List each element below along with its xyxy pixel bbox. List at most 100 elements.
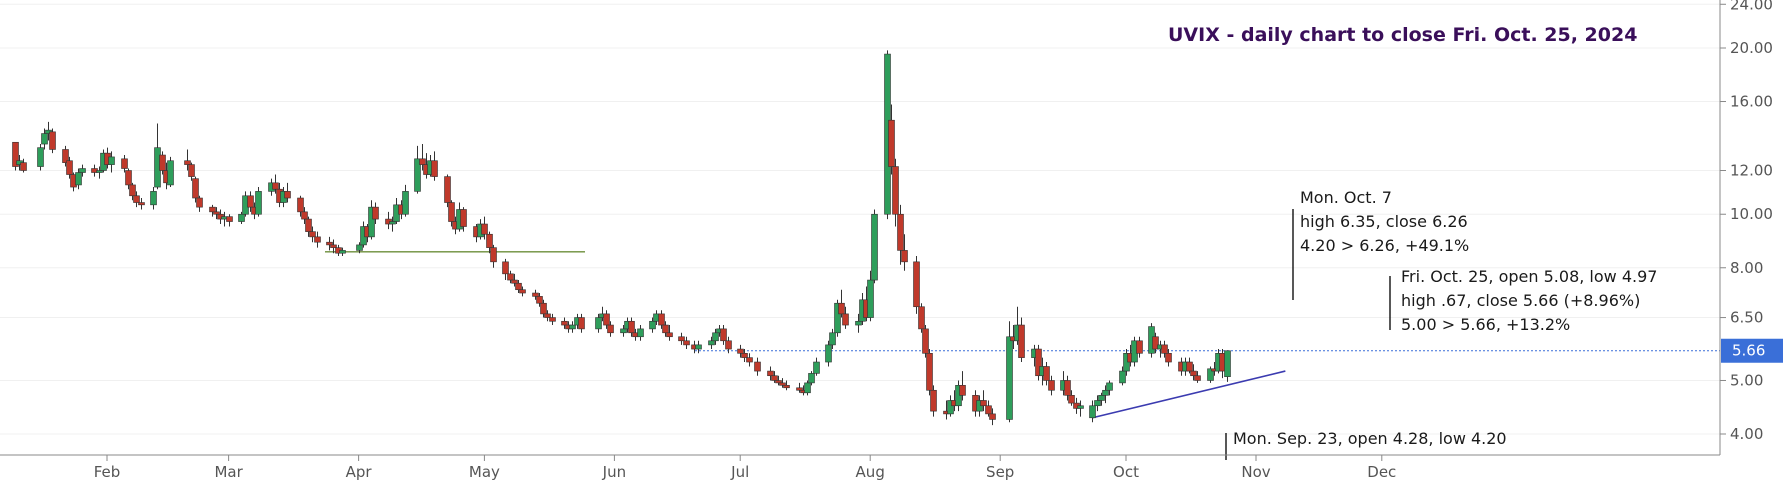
candle-body [1186, 361, 1193, 372]
candle-body [1224, 350, 1231, 377]
y-tick-label: 5.00 [1730, 371, 1763, 389]
candle [842, 306, 849, 329]
candle-body [1006, 336, 1013, 420]
candle-body [1190, 370, 1197, 377]
candle-body [813, 361, 820, 374]
candle-body [712, 332, 719, 342]
candle [330, 239, 337, 254]
x-tick-label: Oct [1113, 463, 1139, 481]
candle [129, 182, 136, 201]
candle [1190, 364, 1197, 381]
candle [62, 145, 69, 167]
candle [1224, 350, 1231, 382]
candle [1068, 390, 1075, 406]
candle [108, 151, 115, 173]
candle [1048, 375, 1055, 396]
candle-body [314, 236, 321, 243]
candle-body [578, 317, 585, 330]
candle [326, 236, 333, 251]
candle-body [12, 141, 19, 167]
candle [678, 332, 685, 345]
candle-body [448, 202, 455, 222]
x-tick-label: Dec [1367, 463, 1396, 481]
candle-body [897, 213, 904, 251]
candle-body [867, 279, 874, 318]
candle-body [1089, 405, 1096, 419]
candle-body [486, 233, 493, 248]
annotation-text: 5.00 > 5.66, +13.2% [1401, 315, 1570, 334]
candle-body [695, 344, 702, 350]
candle [431, 151, 438, 181]
candle-body [507, 273, 514, 281]
candle-body [829, 332, 836, 346]
candle [515, 280, 522, 294]
candle [41, 128, 48, 150]
trend-line [1092, 370, 1286, 419]
candle [829, 328, 836, 350]
candle-body [804, 382, 811, 394]
candle [133, 191, 140, 208]
candle [284, 182, 291, 203]
candle-body [41, 133, 48, 145]
candle-body [683, 340, 690, 346]
candle [448, 200, 455, 227]
candle-body [658, 313, 665, 326]
candle [1064, 375, 1071, 401]
candle [712, 328, 719, 345]
candle-body [20, 162, 27, 171]
candle-body [1102, 389, 1109, 396]
candle-body [796, 387, 803, 391]
candle-body [662, 324, 669, 334]
candle-body [913, 261, 920, 308]
candle-body [536, 296, 543, 304]
candle-body [339, 250, 346, 254]
candle [666, 325, 673, 341]
candle [511, 273, 518, 287]
candle-body [746, 357, 753, 363]
candle [536, 293, 543, 307]
candle [922, 325, 929, 358]
candle [825, 340, 832, 367]
candle [804, 380, 811, 396]
candle [309, 226, 316, 243]
candle [305, 216, 312, 237]
candle-body [549, 317, 556, 322]
candle-body [150, 191, 157, 206]
candle [980, 390, 987, 412]
y-tick-label: 12.00 [1730, 162, 1773, 180]
candle-body [297, 197, 304, 213]
candle-body [481, 223, 488, 235]
candle-body [1043, 366, 1050, 381]
candle [12, 141, 19, 171]
y-tick-label: 24.00 [1730, 0, 1773, 13]
x-tick-label: Apr [346, 463, 373, 481]
candle [628, 317, 635, 337]
candle-body [515, 282, 522, 291]
candle-body [213, 211, 220, 215]
candle [502, 258, 509, 281]
candle-body [930, 389, 937, 412]
candle [188, 162, 195, 181]
candle-body [519, 289, 526, 294]
candle [892, 158, 899, 227]
candle [779, 378, 786, 388]
candle-body [1119, 370, 1126, 384]
candle [490, 244, 497, 268]
candle [569, 321, 576, 333]
candle [1119, 366, 1126, 386]
candle-body [771, 375, 778, 381]
candle-body [1207, 368, 1214, 381]
candle-body [247, 195, 254, 208]
annotation-text: Fri. Oct. 25, open 5.08, low 4.97 [1401, 267, 1657, 286]
candle [1043, 362, 1050, 386]
candle-body [888, 119, 895, 167]
candle [834, 299, 841, 337]
candle [544, 310, 551, 322]
candle-body [108, 156, 115, 165]
candle-body [607, 324, 614, 334]
candle-body [284, 191, 291, 199]
candle [226, 214, 233, 227]
candle [540, 299, 547, 318]
candle-body [167, 160, 174, 186]
